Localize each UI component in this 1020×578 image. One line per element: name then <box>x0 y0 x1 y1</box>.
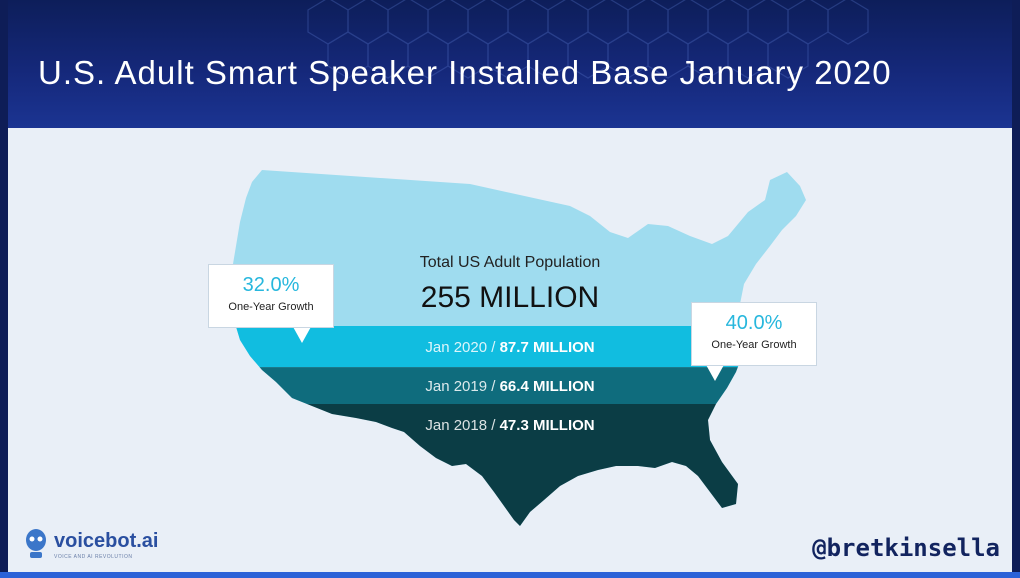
band-label-jan-2019: Jan 2019 / 66.4 MILLION <box>425 378 594 395</box>
growth-callout-2019-2020: 32.0% One-Year Growth <box>208 264 334 328</box>
growth-label: One-Year Growth <box>228 301 314 313</box>
population-title: Total US Adult Population <box>420 254 601 271</box>
robot-icon <box>26 529 46 558</box>
growth-label: One-Year Growth <box>711 339 797 351</box>
growth-percent: 40.0% <box>725 312 783 334</box>
hexagon-pattern <box>307 0 869 79</box>
growth-percent: 32.0% <box>242 274 300 296</box>
twitter-handle: @bretkinsella <box>812 534 1000 562</box>
band-date-jan-2018: Jan 2018 / <box>425 417 499 434</box>
band-value-jan-2020: 87.7 MILLION <box>500 339 595 356</box>
population-total: 255 MILLION <box>421 281 599 314</box>
band-value-jan-2018: 47.3 MILLION <box>500 417 595 434</box>
logo-tagline: VOICE AND AI REVOLUTION <box>54 554 133 560</box>
callout-right-pointer <box>705 363 725 381</box>
callout-left-pointer <box>292 325 312 343</box>
left-edge <box>0 0 8 578</box>
growth-callout-2018-2019: 40.0% One-Year Growth <box>691 302 817 366</box>
footer-bar <box>0 572 1020 578</box>
band-value-jan-2019: 66.4 MILLION <box>500 378 595 395</box>
band-date-jan-2019: Jan 2019 / <box>425 378 499 395</box>
band-label-jan-2020: Jan 2020 / 87.7 MILLION <box>425 339 594 356</box>
voicebot-logo: voicebot.ai VOICE AND AI REVOLUTION <box>24 526 174 562</box>
header-banner: U.S. Adult Smart Speaker Installed Base … <box>8 0 1012 128</box>
slide-title: U.S. Adult Smart Speaker Installed Base … <box>38 54 892 91</box>
right-edge <box>1012 0 1020 578</box>
band-date-jan-2020: Jan 2020 / <box>425 339 499 356</box>
logo-wordmark: voicebot.ai <box>54 530 159 552</box>
band-label-jan-2018: Jan 2018 / 47.3 MILLION <box>425 417 594 434</box>
